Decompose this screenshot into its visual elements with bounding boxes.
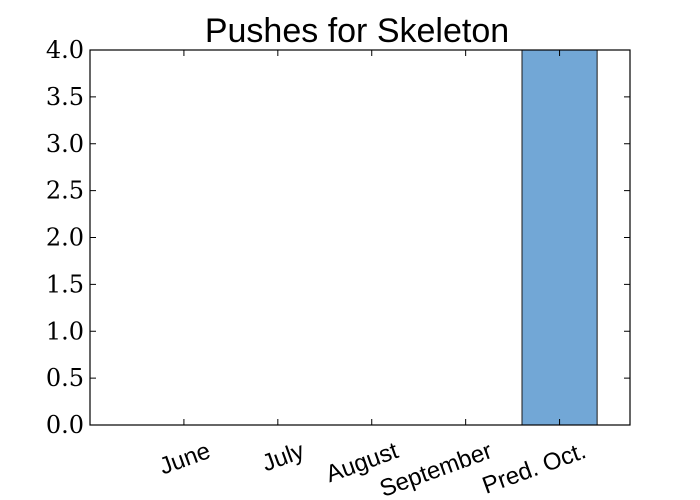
y-tick-label: 0.0 (46, 411, 84, 439)
chart-title: Pushes for Skeleton (205, 12, 509, 50)
x-tick-label: Pred. Oct. (479, 437, 590, 499)
y-tick-label: 3.0 (46, 130, 84, 158)
y-tick-label: 3.5 (46, 83, 84, 111)
y-tick-label: 2.5 (46, 177, 84, 205)
plot-area-frame (89, 49, 631, 426)
x-tick-label: June (156, 437, 214, 480)
bars-group (521, 49, 598, 426)
y-axis-ticks: 0.0 0.5 1.0 1.5 2.0 2.5 3.0 3.5 4.0 (46, 36, 630, 439)
y-tick-label: 2.0 (46, 224, 84, 252)
y-tick-label: 4.0 (46, 36, 84, 64)
y-tick-label: 1.0 (46, 317, 84, 345)
y-tick-label: 0.5 (46, 364, 84, 392)
bar-pred-oct (521, 49, 598, 426)
y-tick-label: 1.5 (46, 270, 84, 298)
x-tick-label: July (259, 437, 308, 477)
